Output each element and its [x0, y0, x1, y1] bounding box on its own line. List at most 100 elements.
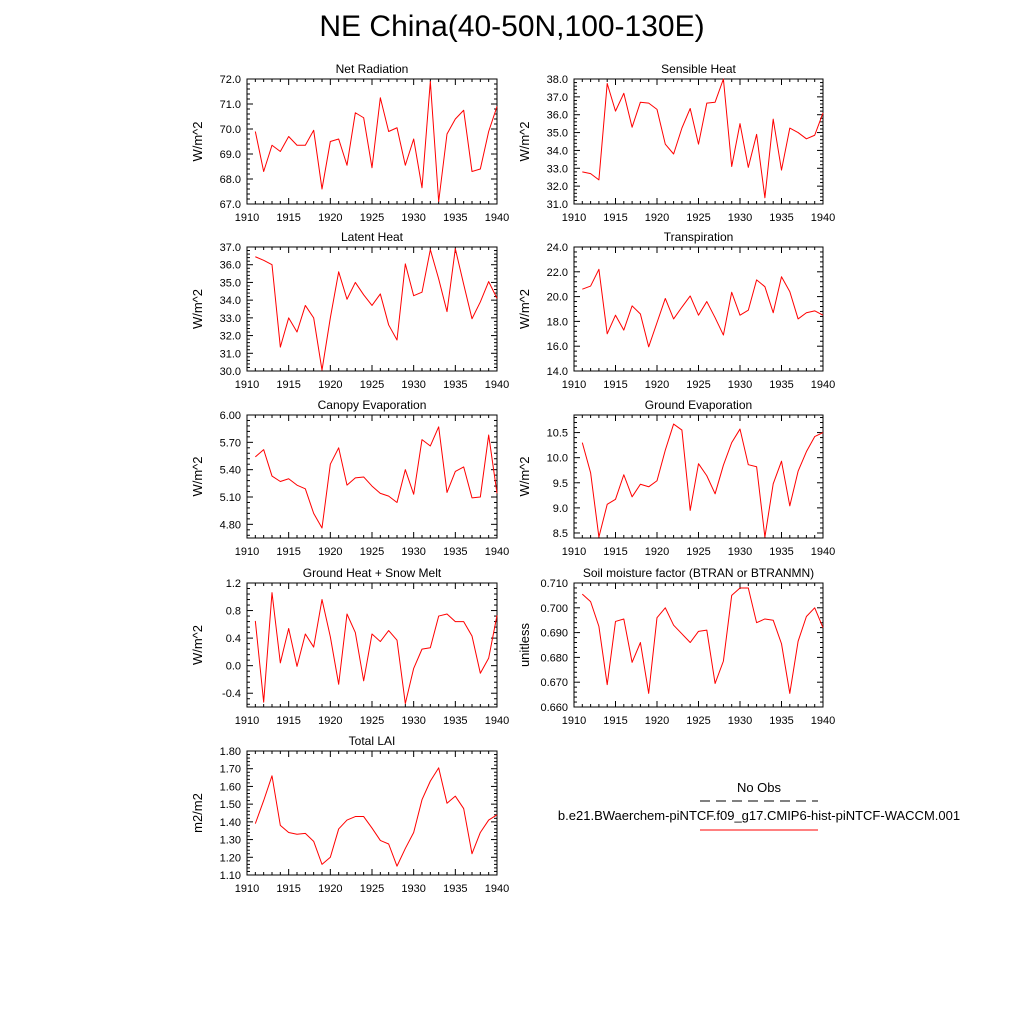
x-tick-label: 1920 [318, 379, 342, 391]
y-tick-label: 14.0 [547, 366, 568, 378]
x-tick-label: 1915 [603, 379, 627, 391]
x-tick-label: 1910 [235, 546, 259, 558]
x-tick-label: 1920 [645, 715, 669, 727]
chart-panel-9: Total LAI m2/m2 1910 1915 1920 1925 1930 1935 19… [190, 734, 509, 895]
y-tick-label: 22.0 [547, 267, 568, 279]
panel-title: Soil moisture factor (BTRAN or BTRANMN) [583, 566, 814, 580]
y-tick-label: 1.50 [220, 799, 241, 811]
y-tick-label: 1.60 [220, 781, 241, 793]
series-line [581, 423, 824, 538]
x-tick-label: 1915 [276, 883, 300, 895]
x-tick-label: 1935 [769, 715, 793, 727]
y-tick-label: 1.2 [226, 578, 241, 590]
y-tick-label: 1.70 [220, 764, 241, 776]
chart-panel-5: Canopy Evaporation W/m^2 1910 1915 1920 1925 1… [190, 398, 509, 558]
x-tick-label: 1920 [318, 883, 342, 895]
x-tick-label: 1925 [360, 715, 384, 727]
x-tick-label: 1910 [562, 212, 586, 224]
y-tick-label: 35.0 [547, 128, 568, 140]
y-tick-label: -0.4 [222, 688, 241, 700]
x-tick-label: 1940 [485, 546, 509, 558]
y-tick-label: 0.660 [540, 702, 568, 714]
x-tick-label: 1915 [603, 212, 627, 224]
x-tick-label: 1940 [811, 379, 835, 391]
plot-frame [246, 750, 498, 876]
plot-frame [246, 78, 498, 205]
legend: No Obs b.e21.BWaerchem-piNTCF.f09_g17.CM… [558, 780, 960, 831]
x-tick-label: 1910 [235, 715, 259, 727]
x-tick-label: 1910 [235, 379, 259, 391]
y-tick-label: 1.20 [220, 852, 241, 864]
y-axis-label: unitless [517, 622, 532, 667]
chart-panel-2: Sensible Heat W/m^2 1910 1915 1920 1925 1930 19… [517, 62, 835, 224]
y-tick-label: 35.0 [220, 277, 241, 289]
y-tick-label: 1.40 [220, 817, 241, 829]
y-axis-label: W/m^2 [517, 456, 532, 496]
y-tick-label: 33.0 [220, 313, 241, 325]
x-tick-label: 1915 [276, 715, 300, 727]
panel-title: Canopy Evaporation [318, 398, 427, 412]
x-tick-label: 1915 [603, 546, 627, 558]
chart-panel-7: Ground Heat + Snow Melt W/m^2 1910 1915 1920… [190, 566, 509, 727]
x-tick-label: 1935 [769, 546, 793, 558]
x-tick-label: 1925 [686, 212, 710, 224]
y-tick-label: 31.0 [547, 199, 568, 211]
legend-case-label: b.e21.BWaerchem-piNTCF.f09_g17.CMIP6-his… [558, 808, 960, 823]
y-tick-label: 1.80 [220, 746, 241, 758]
y-tick-label: 68.0 [220, 174, 241, 186]
x-tick-label: 1915 [603, 715, 627, 727]
y-tick-label: 6.00 [220, 410, 241, 422]
panel-title: Transpiration [664, 230, 734, 244]
y-axis-label: W/m^2 [190, 289, 205, 329]
x-tick-label: 1930 [728, 715, 752, 727]
x-tick-label: 1930 [401, 546, 425, 558]
y-tick-label: 34.0 [547, 145, 568, 157]
y-tick-label: 70.0 [220, 124, 241, 136]
y-tick-label: 10.5 [547, 428, 568, 440]
x-tick-label: 1930 [401, 212, 425, 224]
y-tick-label: 36.0 [220, 260, 241, 272]
x-tick-label: 1930 [728, 212, 752, 224]
series-line [582, 268, 824, 348]
y-tick-label: 37.0 [547, 92, 568, 104]
x-tick-label: 1930 [728, 379, 752, 391]
series-line [255, 426, 498, 529]
x-tick-label: 1940 [811, 212, 835, 224]
y-tick-label: 72.0 [220, 74, 241, 86]
x-tick-label: 1910 [562, 546, 586, 558]
chart-panel-8: Soil moisture factor (BTRAN or BTRANMN) u… [517, 566, 835, 727]
x-tick-label: 1935 [769, 212, 793, 224]
y-tick-label: 18.0 [547, 316, 568, 328]
page-title: NE China(40-50N,100-130E) [319, 10, 705, 43]
x-tick-label: 1925 [360, 212, 384, 224]
x-tick-label: 1940 [811, 546, 835, 558]
y-tick-label: 0.8 [226, 606, 241, 618]
chart-panel-6: Ground Evaporation W/m^2 1910 1915 1920 1925 1… [517, 398, 835, 558]
x-tick-label: 1940 [485, 212, 509, 224]
series-line [254, 81, 498, 202]
series-line [582, 78, 824, 199]
plot-frame [573, 414, 824, 539]
x-tick-label: 1925 [686, 715, 710, 727]
y-tick-label: 20.0 [547, 292, 568, 304]
x-tick-label: 1930 [401, 883, 425, 895]
y-tick-label: 4.80 [220, 519, 241, 531]
x-tick-label: 1910 [562, 715, 586, 727]
y-tick-label: 0.670 [540, 677, 568, 689]
y-tick-label: 32.0 [547, 181, 568, 193]
x-tick-label: 1915 [276, 212, 300, 224]
y-axis-label: W/m^2 [190, 121, 205, 161]
x-tick-label: 1935 [443, 379, 467, 391]
x-tick-label: 1910 [235, 883, 259, 895]
series-line [254, 767, 498, 867]
panel-title: Ground Evaporation [645, 398, 752, 412]
plot-frame [573, 582, 824, 708]
y-axis-label: m2/m2 [190, 793, 205, 833]
y-tick-label: 5.40 [220, 465, 241, 477]
x-tick-label: 1930 [728, 546, 752, 558]
y-tick-label: 0.0 [226, 661, 241, 673]
chart-panel-3: Latent Heat W/m^2 1910 1915 1920 1925 1930 1935… [190, 230, 509, 391]
x-tick-label: 1925 [360, 379, 384, 391]
panel-title: Sensible Heat [661, 62, 736, 76]
x-tick-label: 1920 [318, 546, 342, 558]
